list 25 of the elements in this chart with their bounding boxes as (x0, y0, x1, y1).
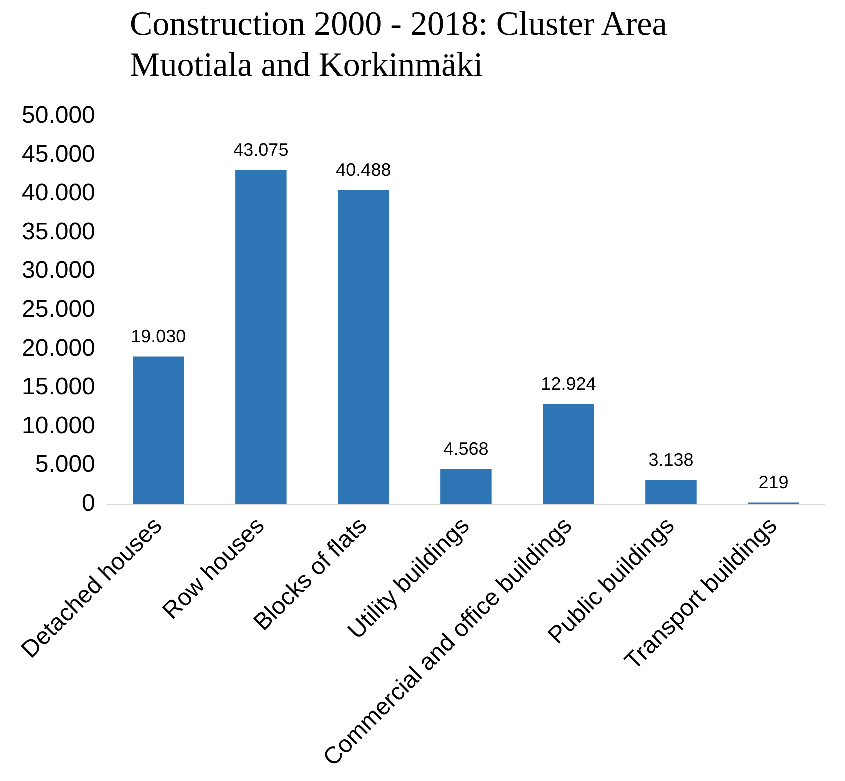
y-tick-label: 45.000 (22, 140, 96, 168)
data-label: 43.075 (234, 140, 289, 160)
y-tick-label: 25.000 (22, 296, 96, 324)
chart-title: Construction 2000 - 2018: Cluster Area Muotiala and Korkinmäki (130, 5, 668, 86)
data-label: 40.488 (336, 160, 392, 180)
data-label: 219 (758, 472, 789, 493)
bar (440, 468, 492, 504)
data-label: 4.568 (444, 438, 489, 459)
data-label: 19.030 (131, 326, 186, 347)
data-label: 12.924 (541, 374, 596, 394)
bar (133, 356, 184, 504)
data-label: 3.138 (648, 450, 694, 470)
bar (236, 170, 287, 504)
y-tick-label: 0 (82, 490, 96, 518)
bar (646, 480, 697, 504)
bar (543, 404, 594, 504)
y-tick-label: 10.000 (22, 412, 96, 440)
y-tick-label: 5.000 (35, 451, 96, 478)
y-tick-label: 50.000 (22, 102, 96, 130)
y-tick-label: 35.000 (22, 218, 96, 246)
y-tick-label: 40.000 (22, 180, 96, 207)
y-tick-label: 20.000 (22, 334, 96, 362)
y-tick-label: 15.000 (22, 374, 96, 401)
y-tick-label: 30.000 (22, 257, 96, 284)
bar (338, 190, 390, 504)
